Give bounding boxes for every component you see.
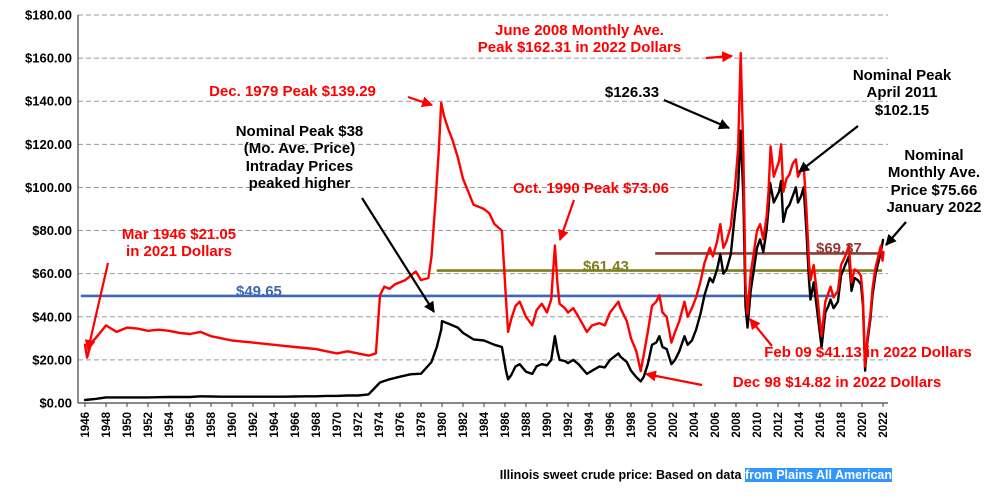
svg-text:1982: 1982 xyxy=(458,412,470,438)
svg-text:$60.00: $60.00 xyxy=(32,266,72,281)
svg-text:1984: 1984 xyxy=(479,411,491,437)
svg-text:1990: 1990 xyxy=(542,412,554,438)
svg-text:1974: 1974 xyxy=(374,411,386,437)
svg-text:2012: 2012 xyxy=(773,412,785,438)
svg-text:$40.00: $40.00 xyxy=(32,309,72,324)
annotation-nominal2011: Nominal Peak April 2011 $102.15 xyxy=(852,67,952,119)
annotation-p12633: $126.33 xyxy=(604,84,660,101)
svg-text:1954: 1954 xyxy=(164,411,176,437)
svg-text:1950: 1950 xyxy=(122,412,134,438)
svg-text:2006: 2006 xyxy=(710,412,722,438)
svg-text:2018: 2018 xyxy=(836,411,848,437)
svg-text:1956: 1956 xyxy=(185,412,197,438)
svg-text:1968: 1968 xyxy=(311,411,323,437)
svg-text:1986: 1986 xyxy=(500,412,512,438)
source-note-highlight: from Plains All American xyxy=(744,468,892,482)
svg-text:$0.00: $0.00 xyxy=(39,396,72,411)
svg-text:2016: 2016 xyxy=(815,412,827,438)
svg-text:2014: 2014 xyxy=(794,411,806,437)
annotation-arrow-dec98 xyxy=(644,370,703,387)
svg-text:2008: 2008 xyxy=(731,411,743,437)
svg-text:1996: 1996 xyxy=(605,412,617,438)
annotation-arrow-jan2022 xyxy=(885,221,907,246)
svg-text:2002: 2002 xyxy=(668,412,680,438)
svg-text:2020: 2020 xyxy=(857,412,869,438)
svg-text:1958: 1958 xyxy=(206,411,218,437)
annotation-arrow-nominal38 xyxy=(361,197,435,313)
source-note-plain: Illinois sweet crude price: Based on dat… xyxy=(499,468,745,482)
annotation-arrows xyxy=(84,51,907,387)
svg-text:1978: 1978 xyxy=(416,411,428,437)
svg-text:1970: 1970 xyxy=(332,412,344,438)
annotation-dec1979: Dec. 1979 Peak $139.29 xyxy=(209,83,376,100)
svg-text:1992: 1992 xyxy=(563,412,575,438)
annotation-arrow-mar1946 xyxy=(84,262,110,352)
annotation-arrow-feb09 xyxy=(749,318,773,347)
svg-text:$160.00: $160.00 xyxy=(25,51,72,66)
series-nominal xyxy=(83,129,885,402)
annotation-june2008: June 2008 Monthly Ave. Peak $162.31 in 2… xyxy=(477,22,682,57)
annotation-oct1990: Oct. 1990 Peak $73.06 xyxy=(513,180,669,197)
svg-text:1960: 1960 xyxy=(227,412,239,438)
svg-text:1994: 1994 xyxy=(584,411,596,437)
annotation-arrow-nominal2011 xyxy=(798,125,859,173)
svg-text:2022: 2022 xyxy=(878,412,890,438)
svg-text:1998: 1998 xyxy=(626,411,638,437)
y-axis-labels: $0.00 $20.00 $40.00 $60.00 $80.00 $100.00 $120… xyxy=(25,8,72,411)
x-axis-labels: 1946 1948 1950 1952 1954 1956 1958 1960 1962 1964… xyxy=(80,403,890,438)
svg-text:1976: 1976 xyxy=(395,412,407,438)
annotation-mar1946: Mar 1946 $21.05 in 2021 Dollars xyxy=(121,226,237,261)
svg-text:2004: 2004 xyxy=(689,411,701,437)
annotation-feb09: Feb 09 $41.13 in 2022 Dollars xyxy=(764,344,972,361)
svg-text:1966: 1966 xyxy=(290,412,302,438)
svg-text:1962: 1962 xyxy=(248,412,260,438)
series-real-2022-dollars xyxy=(83,51,885,373)
svg-text:$80.00: $80.00 xyxy=(32,223,72,238)
annotation-arrow-p12633 xyxy=(663,98,731,130)
svg-text:1988: 1988 xyxy=(521,411,533,437)
source-note: Illinois sweet crude price: Based on dat… xyxy=(500,468,892,482)
svg-text:1952: 1952 xyxy=(143,412,155,438)
ref-line-label-6937: $69.37 xyxy=(816,240,862,257)
annotation-arrow-dec1979 xyxy=(407,95,434,108)
svg-text:1946: 1946 xyxy=(80,412,92,438)
svg-text:$140.00: $140.00 xyxy=(25,94,72,109)
ref-line-label-4965: $49.65 xyxy=(236,283,282,300)
svg-text:1972: 1972 xyxy=(353,412,365,438)
svg-text:2000: 2000 xyxy=(647,412,659,438)
annotation-jan2022: Nominal Monthly Ave. Price $75.66 Januar… xyxy=(886,147,982,217)
svg-text:1948: 1948 xyxy=(101,411,113,437)
svg-text:1980: 1980 xyxy=(437,412,449,438)
svg-text:$180.00: $180.00 xyxy=(25,8,72,23)
gridlines xyxy=(78,14,888,361)
svg-text:$20.00: $20.00 xyxy=(32,352,72,367)
svg-text:$100.00: $100.00 xyxy=(25,180,72,195)
annotation-arrow-oct1990 xyxy=(558,199,576,242)
ref-line-label-6143: $61.43 xyxy=(583,258,629,275)
svg-text:2010: 2010 xyxy=(752,412,764,438)
annotation-nominal38: Nominal Peak $38 (Mo. Ave. Price) Intrad… xyxy=(235,123,364,193)
svg-text:$120.00: $120.00 xyxy=(25,137,72,152)
annotation-dec98: Dec 98 $14.82 in 2022 Dollars xyxy=(732,374,942,391)
svg-text:1964: 1964 xyxy=(269,411,281,437)
annotation-arrow-june2008 xyxy=(705,51,734,63)
